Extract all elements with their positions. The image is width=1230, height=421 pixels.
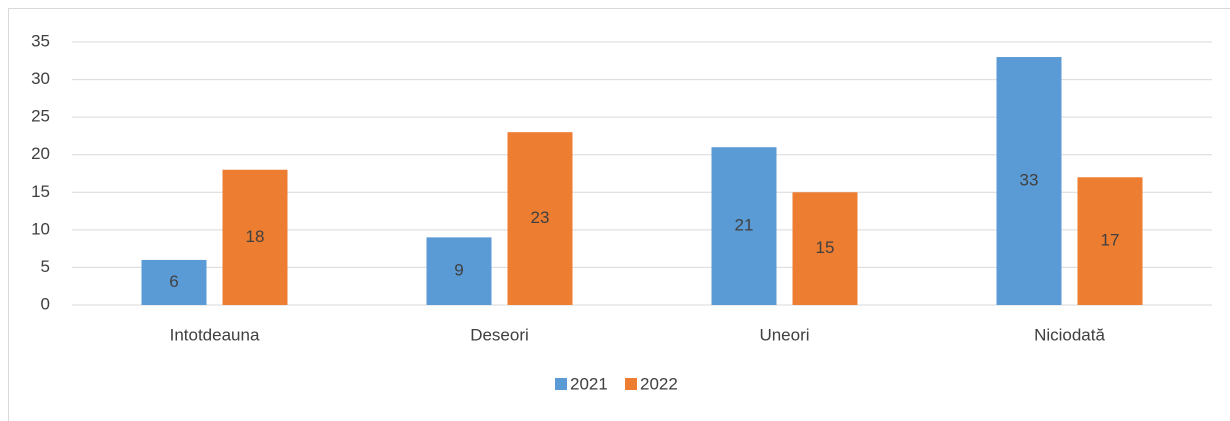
legend-label: 2021 <box>570 374 608 393</box>
data-label: 9 <box>454 261 463 280</box>
x-tick-label: Uneori <box>759 325 809 344</box>
y-tick-label: 10 <box>31 219 50 238</box>
chart-frame <box>8 8 1230 421</box>
y-tick-label: 35 <box>31 31 50 50</box>
legend-label: 2022 <box>640 374 678 393</box>
y-tick-label: 20 <box>31 144 50 163</box>
legend-swatch <box>625 378 637 390</box>
bar <box>792 192 858 305</box>
data-label: 21 <box>735 216 754 235</box>
data-label: 6 <box>169 272 178 291</box>
x-tick-label: Niciodată <box>1034 325 1105 344</box>
bar <box>507 132 573 305</box>
y-tick-label: 15 <box>31 182 50 201</box>
y-tick-label: 30 <box>31 69 50 88</box>
bar <box>426 237 492 305</box>
x-tick-label: Intotdeauna <box>170 325 260 344</box>
data-label: 17 <box>1101 231 1120 250</box>
bar <box>711 147 777 305</box>
data-label: 33 <box>1020 170 1039 189</box>
bar <box>222 169 288 305</box>
bar <box>996 57 1062 306</box>
bar <box>1077 177 1143 305</box>
legend-swatch <box>555 378 567 390</box>
bar <box>141 259 207 305</box>
y-tick-label: 25 <box>31 107 50 126</box>
x-tick-label: Deseori <box>470 325 529 344</box>
y-tick-label: 5 <box>41 257 50 276</box>
data-label: 15 <box>816 238 835 257</box>
y-tick-label: 0 <box>41 294 50 313</box>
data-label: 18 <box>246 227 265 246</box>
data-label: 23 <box>531 208 550 227</box>
